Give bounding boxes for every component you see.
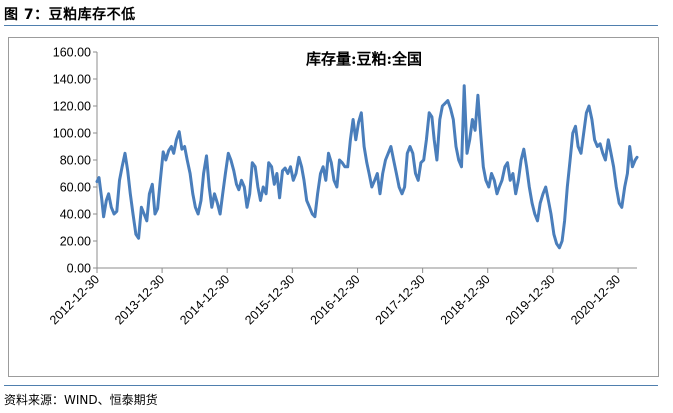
x-tick-label: 2013-12-30 bbox=[112, 272, 167, 327]
line-chart: 0.00 20.00 40.00 60.00 80.00 100.00 120.00 140.… bbox=[47, 46, 639, 327]
top-divider bbox=[4, 25, 658, 26]
x-tick-label: 2015-12-30 bbox=[242, 272, 297, 327]
y-tick-label: 80.00 bbox=[60, 154, 91, 168]
chart-title: 库存量:豆粕:全国 bbox=[306, 50, 422, 68]
x-tick-label: 2019-12-30 bbox=[503, 272, 558, 327]
x-tick-label: 2018-12-30 bbox=[438, 272, 493, 327]
x-tick-label: 2017-12-30 bbox=[373, 272, 428, 327]
y-tick-label: 0.00 bbox=[67, 262, 91, 276]
y-tick-label: 40.00 bbox=[60, 208, 91, 222]
y-tick-label: 60.00 bbox=[60, 181, 91, 195]
y-tick-label: 160.00 bbox=[53, 46, 91, 60]
x-tick-label: 2016-12-30 bbox=[308, 272, 363, 327]
y-tick-label: 100.00 bbox=[53, 127, 91, 141]
figure-title: 图 7：豆粕库存不低 bbox=[4, 7, 136, 23]
x-tick-label: 2012-12-30 bbox=[47, 272, 102, 327]
chart-frame: 0.00 20.00 40.00 60.00 80.00 100.00 120.00 140.… bbox=[8, 37, 659, 377]
source-note: 资料来源：WIND、恒泰期货 bbox=[4, 393, 158, 407]
bottom-divider bbox=[4, 385, 658, 386]
y-tick-label: 120.00 bbox=[53, 100, 91, 114]
x-tick-label: 2014-12-30 bbox=[177, 272, 232, 327]
x-tick-label: 2020-12-30 bbox=[568, 272, 623, 327]
y-tick-label: 20.00 bbox=[60, 235, 91, 249]
series-line bbox=[95, 84, 639, 250]
y-tick-label: 140.00 bbox=[53, 73, 91, 87]
